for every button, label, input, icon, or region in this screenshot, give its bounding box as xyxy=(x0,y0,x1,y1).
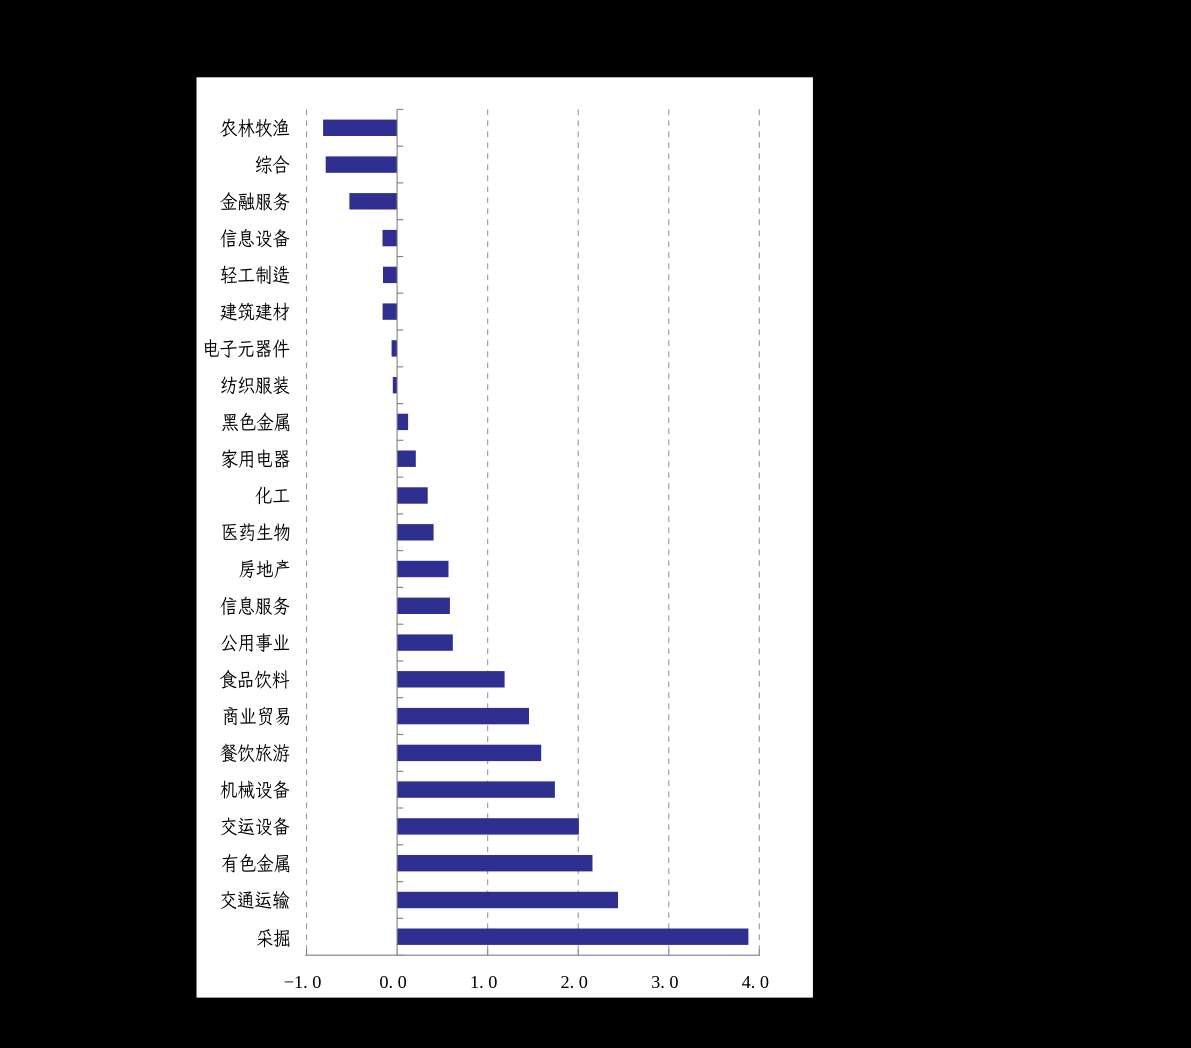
svg-text:4. 0: 4. 0 xyxy=(742,972,769,992)
svg-text:0. 0: 0. 0 xyxy=(379,972,406,992)
svg-text:−1. 0: −1. 0 xyxy=(284,972,322,992)
svg-text:3. 0: 3. 0 xyxy=(651,972,678,992)
svg-text:1. 0: 1. 0 xyxy=(470,972,497,992)
svg-text:2. 0: 2. 0 xyxy=(560,972,587,992)
